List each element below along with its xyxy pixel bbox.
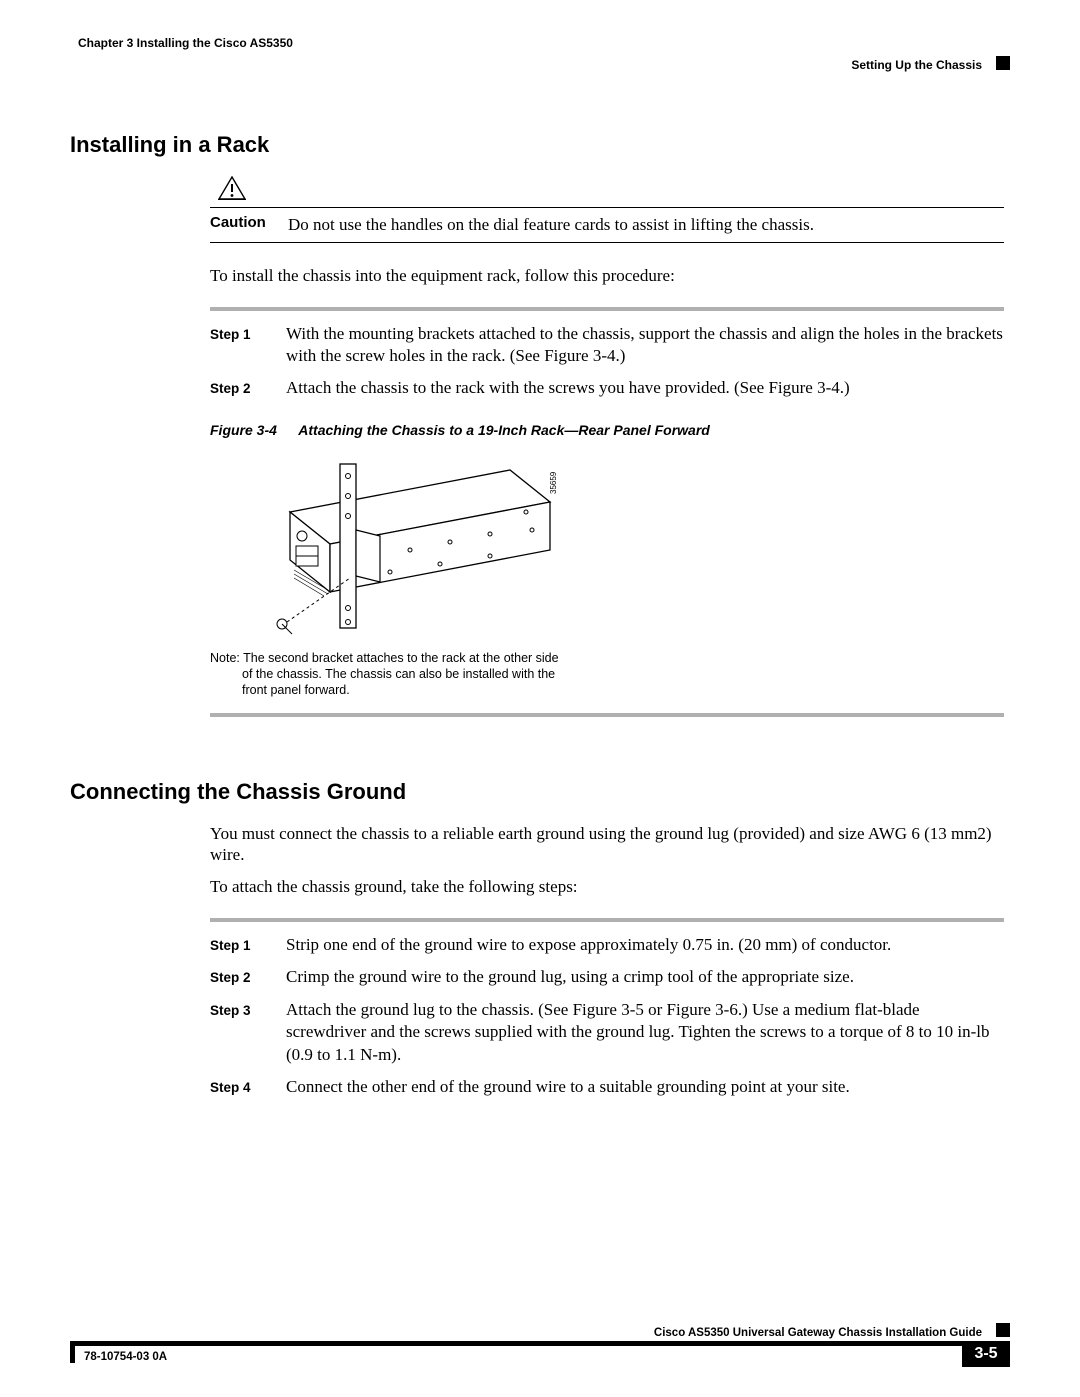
figure-note-line2: of the chassis. The chassis can also be … <box>242 667 555 681</box>
section2-para2: To attach the chassis ground, take the f… <box>210 876 1004 898</box>
header-accent-square <box>996 56 1010 70</box>
heading-installing-in-rack: Installing in a Rack <box>70 132 1010 158</box>
step-text: Attach the ground lug to the chassis. (S… <box>286 999 1004 1066</box>
page-footer: Cisco AS5350 Universal Gateway Chassis I… <box>70 1327 1010 1369</box>
caution-label: Caution <box>210 214 270 236</box>
step-text: Strip one end of the ground wire to expo… <box>286 934 1004 956</box>
footer-doc-number: 78-10754-03 0A <box>84 1351 167 1363</box>
caution-icon <box>218 176 246 200</box>
figure-art-id: 35659 <box>549 471 558 494</box>
figure-note-line3: front panel forward. <box>242 683 350 697</box>
step-text: Crimp the ground wire to the ground lug,… <box>286 966 1004 988</box>
figure-title: Attaching the Chassis to a 19-Inch Rack—… <box>298 422 710 438</box>
footer-left-mark <box>70 1341 75 1363</box>
caution-block: Caution Do not use the handles on the di… <box>210 214 1004 236</box>
figure-art: 35659 <box>210 452 570 642</box>
caution-rule-bottom <box>210 242 1004 243</box>
footer-rule <box>70 1341 962 1346</box>
header-chapter: Chapter 3 Installing the Cisco AS5350 <box>78 36 293 50</box>
step-row: Step 1 With the mounting brackets attach… <box>210 323 1004 368</box>
figure-note: Note: The second bracket attaches to the… <box>210 650 620 699</box>
steps-rule <box>210 918 1004 922</box>
figure-3-4: Figure 3-4 Attaching the Chassis to a 19… <box>210 422 1004 699</box>
figure-note-line1: Note: The second bracket attaches to the… <box>210 651 559 665</box>
step-row: Step 3 Attach the ground lug to the chas… <box>210 999 1004 1066</box>
step-text: Connect the other end of the ground wire… <box>286 1076 1004 1098</box>
page-number-box: 3-5 <box>962 1341 1010 1367</box>
step-text: With the mounting brackets attached to t… <box>286 323 1004 368</box>
step-label: Step 1 <box>210 323 268 368</box>
footer-accent-square <box>996 1323 1010 1337</box>
figure-caption: Figure 3-4 Attaching the Chassis to a 19… <box>210 422 1004 438</box>
step-row: Step 2 Attach the chassis to the rack wi… <box>210 377 1004 399</box>
step-row: Step 4 Connect the other end of the grou… <box>210 1076 1004 1098</box>
step-row: Step 2 Crimp the ground wire to the grou… <box>210 966 1004 988</box>
step-label: Step 4 <box>210 1076 268 1098</box>
steps-rule-end <box>210 713 1004 717</box>
page-number: 3-5 <box>974 1345 997 1363</box>
figure-number: Figure 3-4 <box>210 422 277 438</box>
caution-text: Do not use the handles on the dial featu… <box>288 214 814 236</box>
steps-rule <box>210 307 1004 311</box>
running-header: Chapter 3 Installing the Cisco AS5350 Se… <box>70 36 1010 84</box>
step-label: Step 2 <box>210 966 268 988</box>
footer-book-title: Cisco AS5350 Universal Gateway Chassis I… <box>70 1327 1010 1339</box>
header-section: Setting Up the Chassis <box>851 58 982 72</box>
caution-rule-top <box>210 207 1004 208</box>
section1-intro: To install the chassis into the equipmen… <box>210 265 1004 287</box>
step-row: Step 1 Strip one end of the ground wire … <box>210 934 1004 956</box>
heading-connecting-chassis-ground: Connecting the Chassis Ground <box>70 779 1010 805</box>
section2-para1: You must connect the chassis to a reliab… <box>210 823 1004 867</box>
step-label: Step 2 <box>210 377 268 399</box>
step-label: Step 1 <box>210 934 268 956</box>
step-label: Step 3 <box>210 999 268 1066</box>
step-text: Attach the chassis to the rack with the … <box>286 377 1004 399</box>
